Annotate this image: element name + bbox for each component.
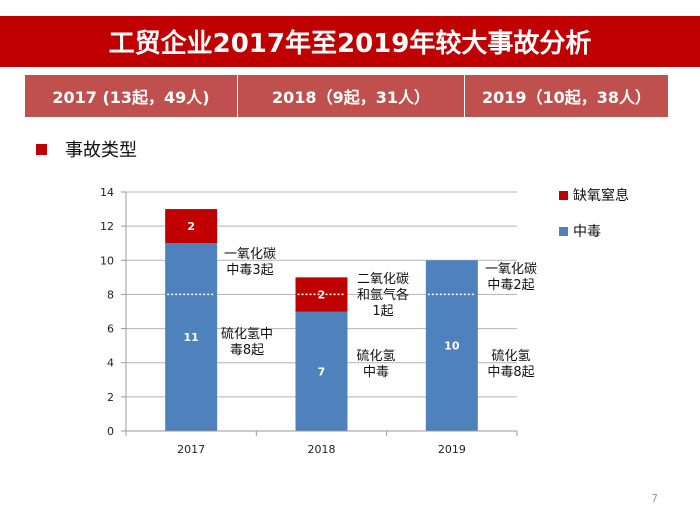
annotation-line: 硫化氢中	[221, 327, 273, 342]
year-summary-2018: 2018（9起，31人）	[238, 75, 465, 117]
annotation: 硫化氢中毒	[356, 349, 395, 380]
x-tick-label: 2018	[308, 443, 336, 456]
section-heading: 事故类型	[36, 136, 137, 162]
page-number: 7	[651, 492, 658, 505]
legend-label: 中毒	[573, 224, 601, 240]
annotation: 一氧化碳中毒3起	[224, 247, 276, 278]
bar-segment	[425, 260, 478, 431]
bar-segment	[165, 243, 218, 431]
year-summary-2017: 2017 (13起，49人)	[25, 75, 238, 117]
data-label: 11	[184, 331, 199, 344]
y-tick-label: 14	[100, 186, 114, 199]
annotation-line: 一氧化碳	[485, 262, 537, 277]
annotation: 硫化氢中毒8起	[221, 327, 273, 358]
year-summary-2019: 2019（10起，38人）	[465, 75, 668, 117]
annotation: 一氧化碳中毒2起	[485, 262, 537, 293]
data-label: 10	[444, 340, 460, 353]
annotation-line: 中毒8起	[487, 365, 534, 380]
bar-segment	[295, 311, 348, 431]
annotation-line: 硫化氢	[356, 349, 395, 364]
annotation: 二氧化碳和氩气各 1起	[357, 272, 409, 319]
annotation-line: 硫化氢	[491, 349, 530, 364]
y-tick-label: 12	[100, 220, 114, 233]
annotation: 硫化氢中毒8起	[487, 349, 534, 380]
annotation-line: 1起	[372, 304, 393, 319]
annotation-line: 和氩气各	[357, 287, 409, 303]
x-tick-label: 2019	[438, 443, 466, 456]
data-label: 7	[318, 365, 326, 378]
annotation-line: 中毒	[363, 365, 389, 380]
data-label: 2	[187, 220, 195, 233]
y-tick-label: 6	[107, 323, 114, 336]
y-tick-label: 2	[107, 391, 114, 404]
legend-label: 缺氧窒息	[573, 187, 629, 204]
y-tick-label: 0	[107, 425, 114, 438]
page-title: 工贸企业2017年至2019年较大事故分析	[0, 16, 700, 67]
annotation-line: 二氧化碳	[357, 272, 409, 287]
x-tick-label: 2017	[177, 443, 205, 456]
legend-swatch	[559, 227, 568, 236]
y-tick-label: 10	[100, 254, 114, 267]
annotation-line: 一氧化碳	[224, 247, 276, 262]
y-tick-label: 4	[107, 357, 114, 370]
y-tick-label: 8	[107, 288, 114, 301]
year-summary-table: 2017 (13起，49人) 2018（9起，31人） 2019（10起，38人…	[25, 75, 668, 117]
annotation-line: 毒8起	[230, 343, 264, 358]
bullet-square-icon	[36, 143, 47, 155]
legend-swatch	[559, 191, 568, 200]
bar-segment	[165, 209, 218, 244]
section-label: 事故类型	[65, 140, 137, 161]
annotation-line: 中毒3起	[226, 263, 273, 278]
annotation-line: 中毒2起	[487, 278, 534, 293]
